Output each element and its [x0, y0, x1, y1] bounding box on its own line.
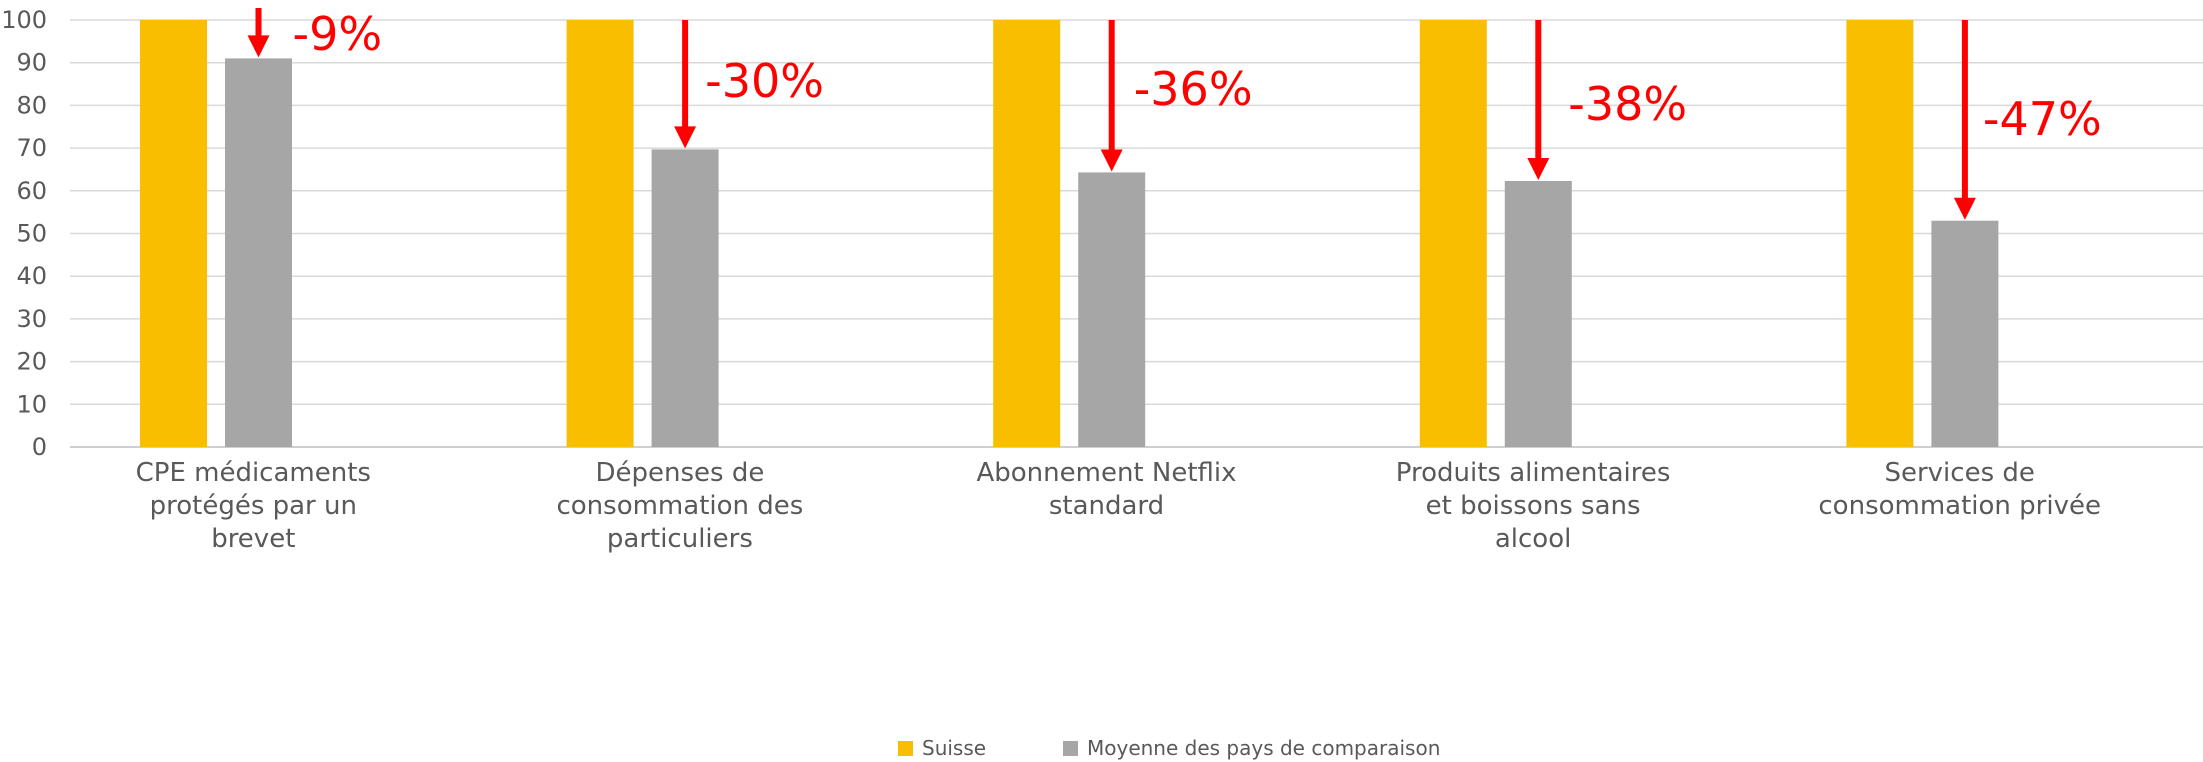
bar-suisse — [993, 20, 1061, 447]
y-tick-label: 70 — [16, 134, 47, 162]
legend-label-moyenne: Moyenne des pays de comparaison — [1087, 736, 1440, 760]
reduction-arrow-head — [247, 35, 270, 58]
bar-moyenne — [1931, 220, 1999, 447]
y-tick-label: 100 — [1, 6, 47, 34]
y-tick-label: 60 — [16, 177, 47, 205]
reduction-arrows: -9% -30% -36% -38% -47% — [247, 7, 2102, 220]
x-tick-label: CPE médicaments protégés par un brevet — [136, 458, 371, 554]
legend-swatch-suisse — [898, 741, 913, 756]
y-tick-label: 80 — [16, 91, 47, 119]
legend-label-suisse: Suisse — [922, 736, 986, 760]
reduction-arrow-head — [1100, 149, 1123, 172]
reduction-label: -36% — [1134, 62, 1253, 116]
x-axis-labels: CPE médicaments protégés par un brevet Dépe… — [136, 458, 2101, 554]
y-tick-label: 90 — [16, 49, 47, 77]
reduction-arrow-head — [674, 126, 697, 149]
bar-moyenne — [1504, 180, 1572, 447]
x-tick-label: Produits alimentaires et boissons sans alc… — [1396, 458, 1671, 554]
y-tick-label: 40 — [16, 262, 47, 290]
reduction-label: -9% — [293, 7, 383, 61]
bar-suisse — [140, 20, 207, 447]
legend: Suisse Moyenne des pays de comparaison — [898, 736, 1440, 760]
reduction-arrow-head — [1953, 197, 1976, 220]
bars — [140, 20, 1999, 448]
bar-moyenne — [651, 149, 719, 448]
y-tick-label: 10 — [16, 390, 47, 418]
y-tick-label: 50 — [16, 220, 47, 248]
x-tick-label: Dépenses de consommation des particuliers — [556, 458, 803, 554]
y-tick-label: 20 — [16, 348, 47, 376]
reduction-arrow-head — [1527, 157, 1550, 180]
bar-suisse — [1846, 20, 1914, 447]
bar-suisse — [1419, 20, 1487, 447]
bar-moyenne — [225, 58, 292, 448]
reduction-label: -38% — [1568, 77, 1687, 131]
y-tick-label: 0 — [32, 433, 47, 461]
y-tick-label: 30 — [16, 305, 47, 333]
legend-swatch-moyenne — [1063, 741, 1078, 756]
x-tick-label: Abonnement Netflix standard — [976, 458, 1236, 521]
x-tick-label: Services de consommation privée — [1818, 458, 2101, 521]
y-axis: 0 10 20 30 40 50 60 70 80 90 100 — [1, 6, 47, 461]
reduction-label: -30% — [705, 54, 824, 108]
bar-suisse — [566, 20, 634, 447]
bar-moyenne — [1078, 172, 1146, 447]
reduction-label: -47% — [1983, 92, 2102, 146]
